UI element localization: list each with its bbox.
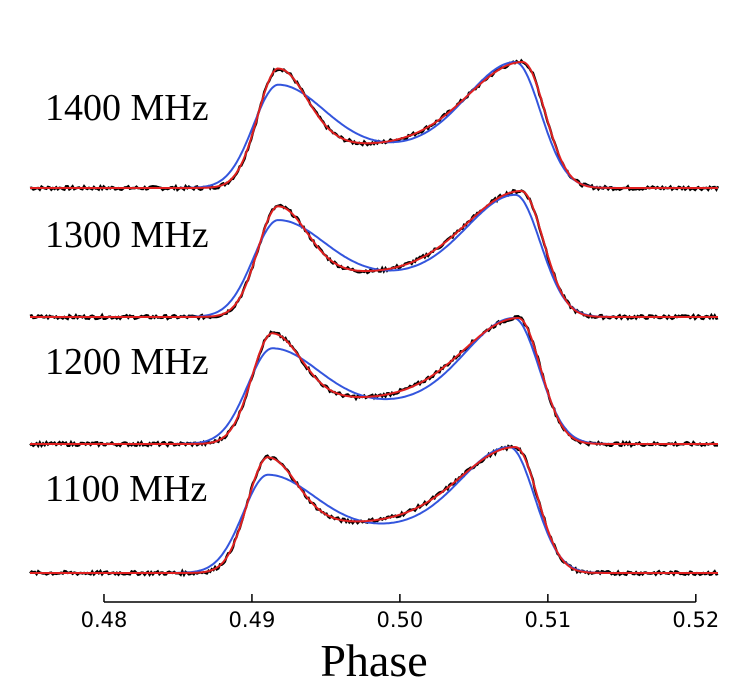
data-profile-line	[29, 444, 719, 578]
x-tick-label: 0.49	[229, 608, 276, 632]
profile-band-4	[29, 444, 719, 578]
band-label-1: 1400 MHz	[45, 87, 209, 129]
x-tick-label: 0.52	[672, 608, 719, 632]
model-red-line	[30, 317, 718, 445]
x-tick-label: 0.48	[81, 608, 128, 632]
model-red-line	[30, 61, 718, 189]
profile-band-2	[29, 188, 719, 321]
model-red-line	[30, 445, 718, 574]
profile-curves	[29, 58, 720, 578]
band-label-3: 1200 MHz	[45, 341, 209, 383]
x-axis: 0.48 0.49 0.50 0.51 0.52	[81, 594, 719, 632]
profile-band-1	[29, 58, 720, 193]
x-tick-label: 0.51	[524, 608, 571, 632]
x-axis-title: Phase	[320, 635, 427, 686]
profile-band-3	[29, 314, 719, 449]
band-label-2: 1300 MHz	[45, 214, 209, 256]
x-tick-label: 0.50	[377, 608, 424, 632]
band-label-4: 1100 MHz	[45, 468, 207, 510]
model-red-line	[30, 190, 718, 318]
model-blue-line	[30, 445, 718, 574]
band-labels: 1400 MHz 1300 MHz 1200 MHz 1100 MHz	[45, 87, 209, 510]
